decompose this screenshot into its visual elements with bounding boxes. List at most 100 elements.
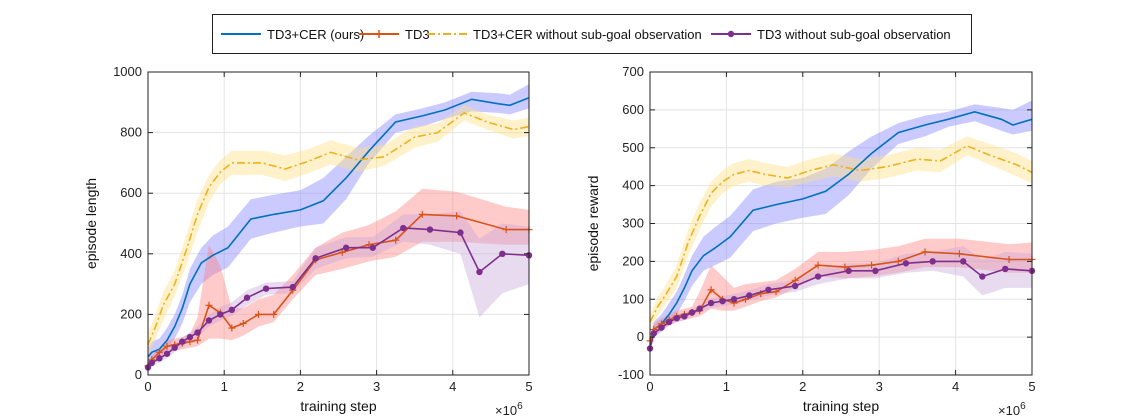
point-3-20 [476, 268, 483, 276]
point-3-19 [960, 258, 967, 265]
point-1-15 [814, 261, 822, 269]
point-3-3 [163, 350, 171, 357]
y-tick-label-3: 200 [622, 253, 644, 268]
x-tick-label-1: 1 [221, 379, 228, 394]
legend-item-td3-nosub: TD3 without sub-goal observation [709, 15, 951, 53]
x-tick-label-2: 2 [297, 379, 304, 394]
x-tick-label-3: 3 [373, 379, 380, 394]
x-tick-label-3: 3 [876, 379, 883, 394]
y-tick-label-1: 200 [120, 306, 142, 321]
legend-item-td3-cer-nosub: TD3+CER without sub-goal observation [425, 15, 702, 53]
legend-item-td3: TD3 [357, 15, 430, 53]
point-3-4 [673, 314, 680, 322]
axes-box [147, 71, 530, 376]
y-tick-label-7: 600 [622, 102, 644, 117]
legend-swatch-td3 [359, 30, 399, 38]
point-3-18 [426, 226, 434, 233]
point-3-4 [171, 344, 178, 351]
point-1-14 [791, 276, 799, 284]
point-3-7 [194, 329, 201, 336]
episode-reward-chart: 0 1 2 3 4 5-1000100200300400500600700training… [585, 64, 1036, 418]
x-tick-label-0: 0 [144, 379, 151, 394]
x-tick-label-1: 1 [723, 379, 730, 394]
point-1-12 [254, 310, 262, 318]
point-3-6 [688, 309, 696, 316]
point-3-15 [342, 244, 350, 251]
x-tick-label-4: 4 [952, 379, 959, 394]
x-axis-label: training step [300, 398, 376, 414]
legend-swatch-td3-cer [221, 33, 261, 35]
band-0 [148, 84, 529, 366]
point-3-16 [872, 267, 879, 275]
x-tick-label-4: 4 [449, 379, 456, 394]
point-3-18 [929, 258, 936, 265]
legend: TD3+CER (ours) TD3 TD3+CER without sub-g… [212, 14, 972, 54]
episode-length-chart: 0 1 2 3 4 5 0 200 400 600 800 1000 training step epis… [83, 64, 533, 418]
point-1-17 [868, 261, 876, 269]
legend-label-td3-nosub: TD3 without sub-goal observation [757, 26, 951, 42]
point-1-21 [502, 226, 510, 234]
point-3-16 [369, 244, 376, 251]
y-tick-label-8: 700 [622, 64, 644, 79]
point-3-3 [665, 318, 673, 326]
point-1-8 [205, 301, 213, 309]
point-3-8 [707, 299, 715, 307]
legend-label-td3: TD3 [405, 26, 430, 42]
band-2 [650, 136, 1032, 330]
y-tick-label-6: 500 [622, 140, 644, 155]
point-3-17 [400, 224, 407, 232]
legend-label-td3-cer: TD3+CER (ours) [267, 26, 365, 42]
y-tick-label-3: 600 [120, 185, 142, 200]
point-1-10 [228, 324, 236, 332]
point-1-20 [955, 250, 963, 258]
point-3-1 [650, 330, 658, 337]
point-1-7 [194, 336, 202, 344]
point-3-17 [902, 260, 910, 267]
x-tick-label-5: 5 [1028, 379, 1035, 394]
y-tick-label-5: 400 [622, 178, 644, 193]
point-3-8 [205, 317, 213, 324]
point-3-6 [186, 333, 194, 341]
legend-item-td3-cer: TD3+CER (ours) [219, 15, 364, 53]
point-3-9 [217, 311, 224, 318]
point-1-19 [921, 248, 929, 256]
series-line-0 [147, 97, 530, 358]
point-1-16 [338, 248, 346, 256]
point-1-11 [239, 319, 247, 327]
point-3-14 [312, 255, 319, 262]
point-3-11 [243, 294, 251, 301]
x-exponent-label: ×106 [495, 401, 523, 418]
x-exponent-label: ×106 [998, 401, 1026, 418]
series-line-0 [649, 110, 1033, 345]
band-0 [650, 100, 1032, 353]
y-tick-label-2: 100 [622, 291, 644, 306]
point-1-3 [163, 342, 171, 350]
x-tick-label-5: 5 [525, 379, 532, 394]
point-3-12 [765, 286, 772, 293]
y-axis-label: episode length [83, 178, 99, 269]
x-tick-label-2: 2 [799, 379, 806, 394]
point-1-18 [392, 236, 400, 244]
x-tick-label-0: 0 [646, 379, 653, 394]
point-3-11 [746, 292, 753, 299]
y-tick-label-2: 400 [120, 246, 142, 261]
x-axis-label: training step [803, 398, 879, 414]
point-1-21 [1005, 255, 1013, 263]
point-3-10 [730, 296, 738, 303]
point-1-18 [894, 257, 902, 265]
y-axis-label: episode reward [585, 176, 601, 272]
point-1-2 [155, 348, 163, 356]
point-3-2 [658, 324, 665, 331]
point-1-13 [270, 310, 278, 318]
point-3-13 [791, 282, 799, 290]
point-3-19 [457, 229, 464, 236]
point-1-19 [418, 210, 426, 218]
y-tick-label-4: 300 [622, 216, 644, 231]
point-3-5 [681, 313, 688, 320]
legend-swatch-td3-cer-nosub [427, 33, 467, 35]
point-3-1 [148, 359, 156, 367]
legend-label-td3-cer-nosub: TD3+CER without sub-goal observation [473, 26, 702, 42]
point-1-8 [707, 286, 715, 294]
point-3-15 [845, 267, 852, 275]
point-3-10 [228, 306, 236, 314]
